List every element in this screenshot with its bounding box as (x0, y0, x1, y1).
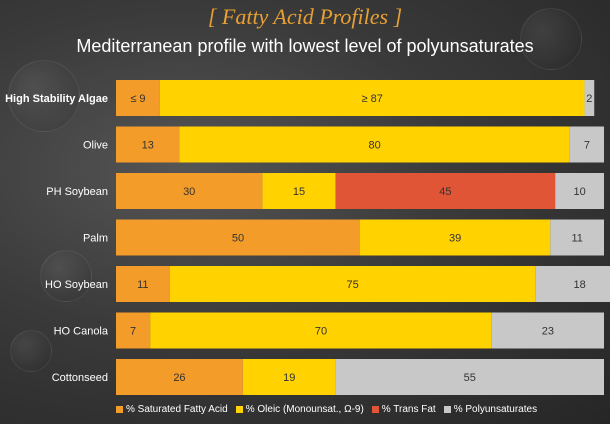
bar-segment-cottonseed-polyunsaturates (335, 359, 604, 395)
bar-segment-ph-soybean-saturated-fatty-acid (116, 173, 263, 209)
data-label-ph-soybean-trans-fat: 45 (439, 186, 451, 198)
category-label-ph-soybean: PH Soybean (46, 186, 108, 198)
bar-segment-high-stability-algae-oleic-monounsat-9 (159, 80, 585, 116)
bar-segment-ho-canola-polyunsaturates (491, 312, 604, 349)
data-label-cottonseed-polyunsaturates: 55 (464, 372, 476, 384)
legend-item-oleic-monounsat-9: % Oleic (Monounsat., Ω-9) (235, 404, 364, 415)
category-label-palm: Palm (83, 233, 108, 245)
bar-segment-olive-polyunsaturates (569, 126, 604, 163)
data-label-ho-canola-polyunsaturates: 23 (542, 326, 554, 338)
legend-label: % Oleic (Monounsat., Ω-9) (245, 404, 364, 415)
legend-swatch (371, 406, 379, 413)
legend-item-trans-fat: % Trans Fat (371, 404, 436, 415)
legend-label: % Trans Fat (381, 404, 436, 415)
legend-swatch (443, 406, 451, 413)
bar-segment-ph-soybean-trans-fat (335, 173, 556, 209)
chart-subtitle: Mediterranean profile with lowest level … (76, 36, 534, 56)
data-label-high-stability-algae-saturated-fatty-acid: ≤ 9 (130, 93, 145, 105)
bar-segment-ho-soybean-oleic-monounsat-9 (169, 266, 536, 302)
category-label-cottonseed: Cottonseed (52, 372, 108, 384)
data-label-ph-soybean-saturated-fatty-acid: 30 (183, 186, 195, 198)
bar-segment-ho-soybean-polyunsaturates (535, 266, 610, 302)
bar-segment-palm-oleic-monounsat-9 (360, 219, 551, 256)
data-label-palm-polyunsaturates: 11 (571, 233, 582, 245)
data-label-cottonseed-saturated-fatty-acid: 26 (173, 372, 185, 384)
data-label-ph-soybean-polyunsaturates: 10 (573, 186, 585, 198)
legend-swatch (116, 406, 123, 413)
bar-segment-palm-polyunsaturates (550, 219, 604, 256)
category-label-ho-soybean: HO Soybean (45, 279, 108, 291)
background-bubble (520, 8, 582, 70)
bar-segment-olive-oleic-monounsat-9 (179, 126, 570, 163)
bar-segment-high-stability-algae-saturated-fatty-acid (116, 80, 160, 116)
data-label-olive-polyunsaturates: 7 (584, 140, 590, 152)
category-label-olive: Olive (83, 140, 108, 152)
bar-segment-olive-saturated-fatty-acid (116, 126, 180, 163)
data-label-ho-soybean-polyunsaturates: 18 (573, 279, 585, 291)
data-label-ho-canola-saturated-fatty-acid: 7 (130, 326, 136, 338)
background-bubble (8, 60, 80, 132)
data-label-ph-soybean-oleic-monounsat-9: 15 (293, 186, 305, 198)
bar-segment-cottonseed-oleic-monounsat-9 (242, 359, 336, 395)
bar-segment-ho-soybean-saturated-fatty-acid (116, 266, 170, 302)
data-label-olive-oleic-monounsat-9: 80 (369, 140, 381, 152)
chart-legend: % Saturated Fatty Acid % Oleic (Monounsat… (116, 404, 610, 415)
legend-label: % Saturated Fatty Acid (126, 404, 228, 415)
data-label-high-stability-algae-polyunsaturates: 2 (586, 93, 592, 105)
bar-segment-palm-saturated-fatty-acid (116, 219, 360, 256)
legend-swatch (235, 406, 243, 413)
bar-segment-cottonseed-saturated-fatty-acid (116, 359, 243, 395)
data-label-ho-soybean-oleic-monounsat-9: 75 (347, 279, 359, 291)
legend-item-saturated-fatty-acid: % Saturated Fatty Acid (116, 404, 228, 415)
legend-item-polyunsaturates: % Polyunsaturates (443, 404, 538, 415)
category-label-ho-canola: HO Canola (54, 326, 109, 338)
legend-label: % Polyunsaturates (453, 404, 538, 415)
data-label-palm-saturated-fatty-acid: 50 (232, 233, 244, 245)
slide-title: [ Fatty Acid Profiles ] (207, 4, 403, 29)
bar-segment-ho-canola-saturated-fatty-acid (116, 312, 151, 349)
bar-segment-ph-soybean-polyunsaturates (555, 173, 604, 209)
bar-segment-ph-soybean-oleic-monounsat-9 (262, 173, 336, 209)
background-bubble (10, 330, 52, 372)
data-label-olive-saturated-fatty-acid: 13 (142, 140, 154, 152)
background-bubble (40, 250, 92, 302)
data-label-ho-canola-oleic-monounsat-9: 70 (315, 326, 327, 338)
category-label-high-stability-algae: High Stability Algae (5, 93, 108, 105)
data-label-high-stability-algae-oleic-monounsat-9: ≥ 87 (362, 93, 383, 105)
bar-segment-ho-canola-oleic-monounsat-9 (150, 312, 492, 349)
data-label-palm-oleic-monounsat-9: 39 (449, 233, 461, 245)
data-label-cottonseed-oleic-monounsat-9: 19 (283, 372, 295, 384)
bar-segment-high-stability-algae-polyunsaturates (584, 80, 595, 116)
data-label-ho-soybean-saturated-fatty-acid: 11 (137, 279, 148, 291)
